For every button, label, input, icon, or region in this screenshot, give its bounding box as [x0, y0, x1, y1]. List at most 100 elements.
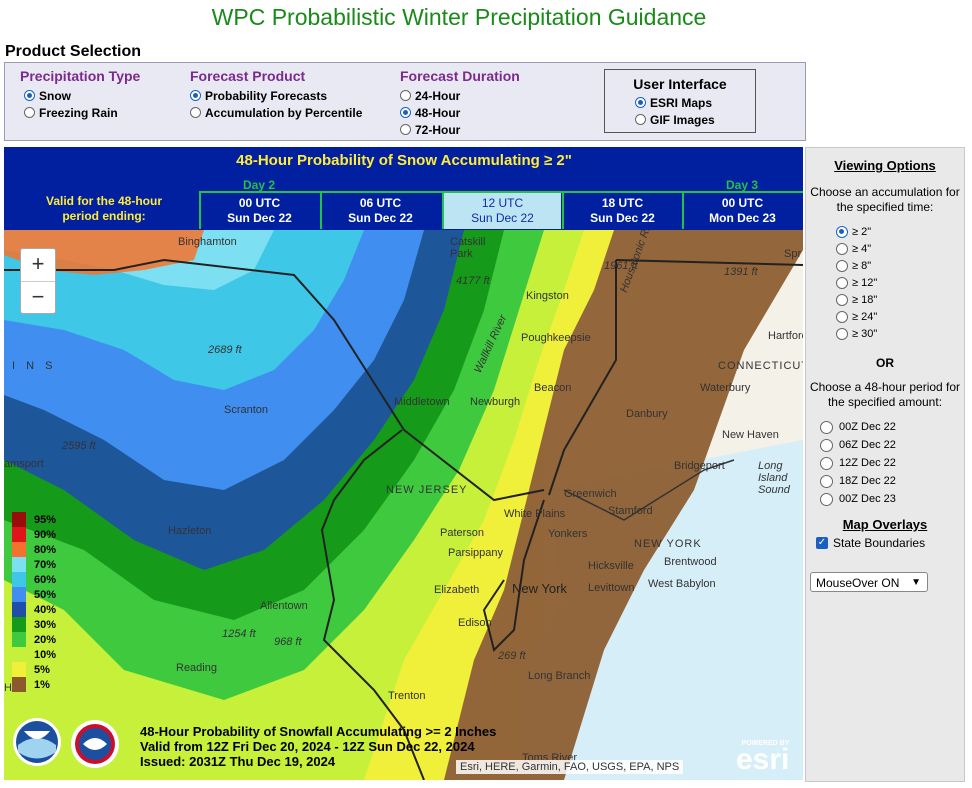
period-option[interactable]: 18Z Dec 22	[806, 472, 964, 490]
period-label: 12Z Dec 22	[839, 457, 896, 469]
map-label-allentown: Allentown	[260, 600, 308, 612]
period-radio[interactable]	[820, 420, 833, 434]
radio-72h[interactable]	[400, 124, 411, 135]
accum-option[interactable]: ≥ 12"	[806, 274, 964, 291]
nws-logo-icon	[71, 720, 119, 768]
map-label-elev-2595: 2595 ft	[62, 440, 96, 452]
map-label-white-plains: White Plains	[504, 508, 566, 520]
legend-swatch	[12, 527, 26, 542]
period-option[interactable]: 00Z Dec 23	[806, 490, 964, 508]
tab-00utc-dec23[interactable]: 00 UTC Mon Dec 23	[682, 193, 801, 229]
legend-row: 70%	[12, 557, 64, 572]
precip-type-snow[interactable]: Snow	[20, 87, 140, 104]
tab-00utc-dec22[interactable]: 00 UTC Sun Dec 22	[199, 193, 318, 229]
tab-18utc-dec22[interactable]: 18 UTC Sun Dec 22	[562, 193, 681, 229]
forecast-product-probability[interactable]: Probability Forecasts	[190, 87, 362, 104]
map-label-edison: Edison	[458, 617, 492, 629]
accum-option[interactable]: ≥ 18"	[806, 291, 964, 308]
map-view[interactable]: + − Binghamton Catskill Park 4177 ft Kin…	[4, 230, 803, 780]
accum-radio[interactable]	[836, 310, 848, 323]
map-label-hartford: Hartford	[768, 330, 803, 342]
radio-esri-maps[interactable]	[635, 97, 646, 108]
tab-time: 12 UTC	[481, 196, 524, 210]
zoom-in-button[interactable]: +	[21, 249, 55, 282]
legend-swatch	[12, 647, 26, 662]
period-radio[interactable]	[820, 492, 833, 506]
period-radio[interactable]	[820, 474, 833, 488]
map-label-new-york: New York	[512, 581, 567, 596]
accum-option[interactable]: ≥ 8"	[806, 257, 964, 274]
map-label-beacon: Beacon	[534, 382, 572, 394]
accum-radio[interactable]	[836, 225, 848, 238]
mouseover-select[interactable]: MouseOver ON ▼	[810, 572, 928, 592]
duration-72h[interactable]: 72-Hour	[400, 121, 520, 138]
tab-time: 06 UTC	[359, 196, 402, 210]
legend-swatch	[12, 617, 26, 632]
period-option[interactable]: 06Z Dec 22	[806, 436, 964, 454]
radio-gif-images[interactable]	[635, 114, 646, 125]
noaa-logo-icon	[13, 718, 61, 766]
accum-radio[interactable]	[836, 259, 848, 272]
legend-value: 50%	[34, 588, 57, 601]
accum-label: ≥ 12"	[852, 276, 878, 289]
precip-type-freezing-rain[interactable]: Freezing Rain	[20, 104, 140, 121]
accum-option[interactable]: ≥ 2"	[806, 223, 964, 240]
user-interface-group: User Interface ESRI Maps GIF Images	[604, 69, 756, 133]
ui-gif-images[interactable]: GIF Images	[605, 111, 755, 128]
legend-row: 95%	[12, 512, 64, 527]
map-label-bridgeport: Bridgeport	[674, 460, 725, 472]
map-label-elev-269: 269 ft	[498, 650, 526, 662]
state-boundaries-label: State Boundaries	[833, 536, 926, 550]
map-label-elev-1961: 1961 ft	[604, 260, 638, 272]
radio-24h[interactable]	[400, 90, 411, 101]
esri-wordmark: esri	[736, 743, 790, 776]
tab-time: 00 UTC	[721, 196, 764, 210]
duration-24h[interactable]: 24-Hour	[400, 87, 520, 104]
map-label-elev-1254: 1254 ft	[222, 628, 256, 640]
ui-esri-maps[interactable]: ESRI Maps	[605, 94, 755, 111]
accum-option[interactable]: ≥ 30"	[806, 325, 964, 342]
day2-label: Day 2	[243, 178, 276, 192]
legend-row: 5%	[12, 662, 64, 677]
legend-row: 10%	[12, 647, 64, 662]
forecast-product-percentile[interactable]: Accumulation by Percentile	[190, 104, 362, 121]
radio-48h[interactable]	[400, 107, 411, 118]
period-option[interactable]: 00Z Dec 22	[806, 418, 964, 436]
period-radio[interactable]	[820, 438, 833, 452]
legend-value: 20%	[34, 633, 57, 646]
radio-probability[interactable]	[190, 90, 201, 101]
map-attribution: Esri, HERE, Garmin, FAO, USGS, EPA, NPS	[456, 760, 684, 774]
esri-powered-by: POWERED BY	[741, 740, 790, 747]
map-label-paterson: Paterson	[440, 527, 485, 539]
period-prompt: Choose a 48-hour period for the specifie…	[809, 380, 961, 409]
checkbox-state-boundaries[interactable]: ✓	[816, 537, 828, 549]
zoom-out-button[interactable]: −	[31, 284, 45, 309]
caption-line2: Valid from 12Z Fri Dec 20, 2024 - 12Z Su…	[140, 739, 475, 754]
accum-option[interactable]: ≥ 4"	[806, 240, 964, 257]
overlay-state-boundaries[interactable]: ✓ State Boundaries	[806, 536, 964, 550]
map-label-new-jersey: NEW JERSEY	[386, 484, 468, 496]
duration-48h[interactable]: 48-Hour	[400, 104, 520, 121]
legend-swatch	[12, 602, 26, 617]
user-interface-title: User Interface	[633, 76, 727, 92]
tab-06utc-dec22[interactable]: 06 UTC Sun Dec 22	[320, 193, 439, 229]
radio-percentile[interactable]	[190, 107, 201, 118]
radio-freezing-rain[interactable]	[24, 107, 35, 118]
tab-12utc-dec22[interactable]: 12 UTC Sun Dec 22	[442, 193, 561, 229]
period-option[interactable]: 12Z Dec 22	[806, 454, 964, 472]
period-label: 00Z Dec 22	[839, 421, 896, 433]
legend-swatch	[12, 662, 26, 677]
period-radio[interactable]	[820, 456, 833, 470]
accum-radio[interactable]	[836, 276, 848, 289]
radio-snow[interactable]	[24, 90, 35, 101]
accum-radio[interactable]	[836, 242, 848, 255]
accum-label: ≥ 8"	[852, 259, 872, 272]
legend-row: 80%	[12, 542, 64, 557]
map-label-elev-968: 968 ft	[274, 636, 302, 648]
map-label-greenwich: Greenwich	[564, 488, 617, 500]
accum-radio[interactable]	[836, 293, 848, 306]
chevron-down-icon: ▼	[911, 577, 921, 588]
accum-option[interactable]: ≥ 24"	[806, 308, 964, 325]
tab-time: 00 UTC	[238, 196, 281, 210]
accum-radio[interactable]	[836, 327, 848, 340]
